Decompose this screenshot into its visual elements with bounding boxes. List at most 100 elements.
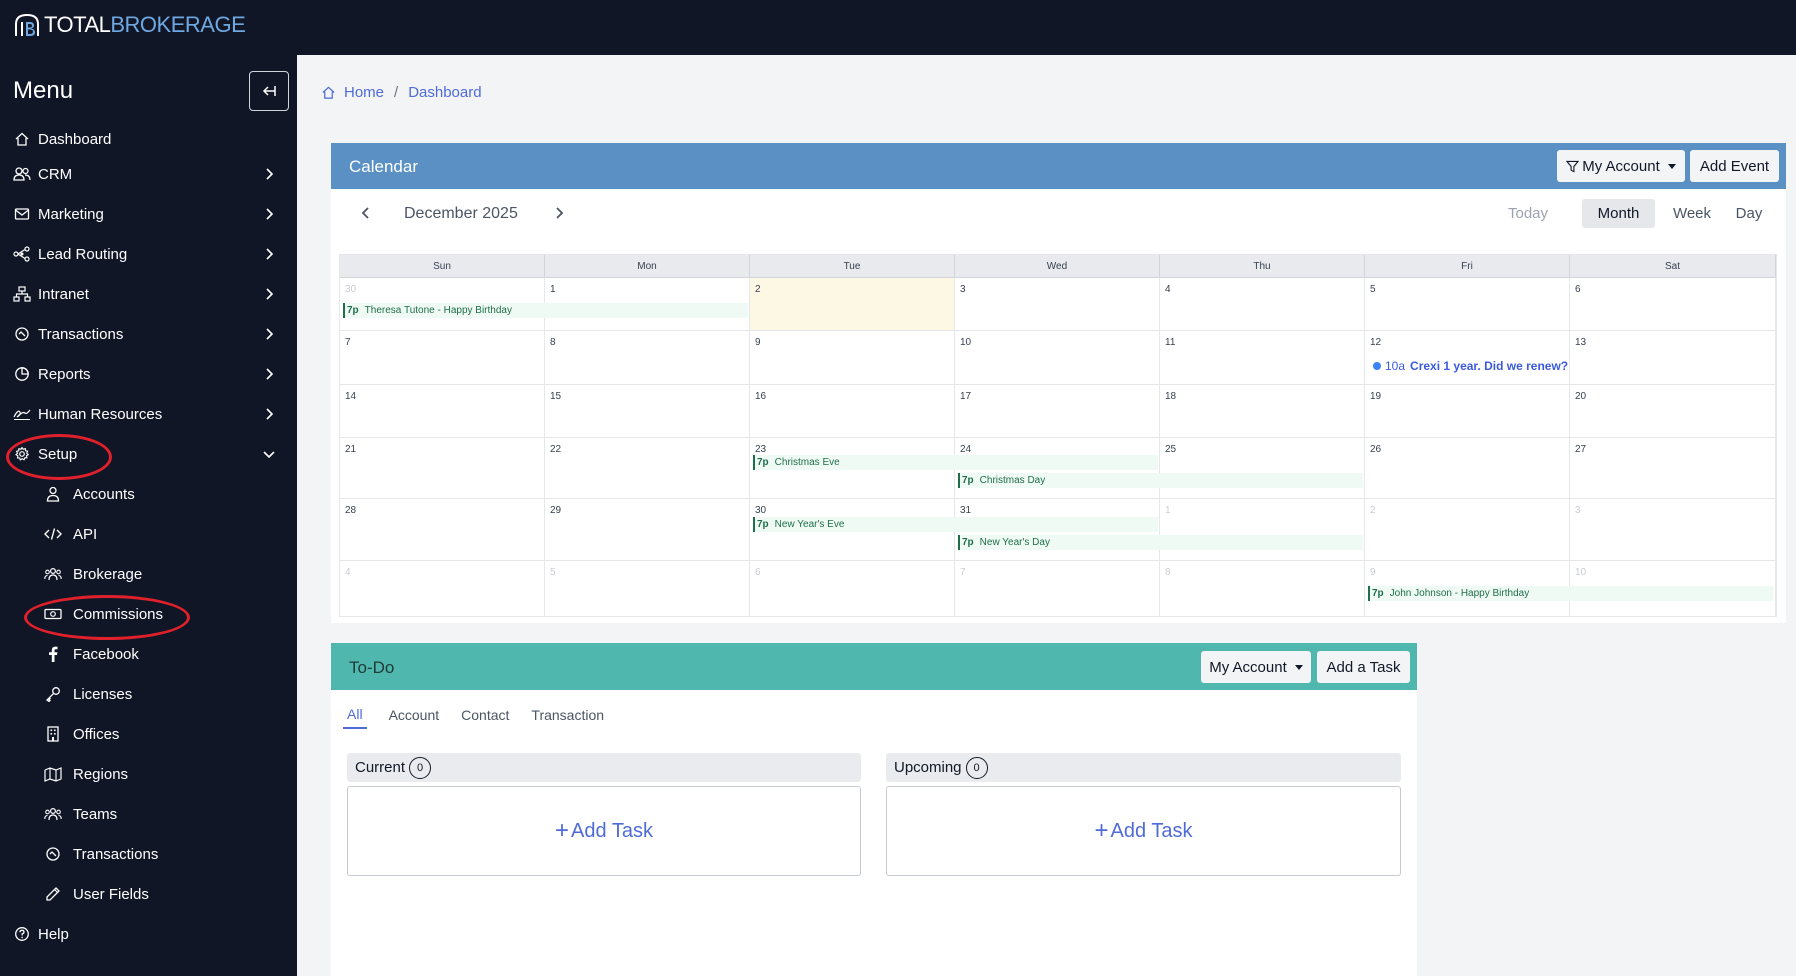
sidebar-item-help[interactable]: Help [0,914,297,954]
chevron-right-icon [266,328,274,340]
sidebar-subitem-brokerage[interactable]: Brokerage [0,554,297,594]
calendar-day-cell[interactable]: 12 [1365,331,1570,385]
calendar-day-cell[interactable]: 29 [545,499,750,561]
calendar-event[interactable]: 7p Christmas Day [958,473,1363,488]
sidebar-subitem-user-fields[interactable]: User Fields [0,874,297,914]
calendar-day-cell[interactable]: 19 [1365,385,1570,438]
calendar-day-cell[interactable]: 11 [1160,331,1365,385]
upcoming-add-task-button[interactable]: + Add Task [886,786,1401,876]
sidebar-subitem-label: API [73,525,98,543]
weekday-header: Sun [340,255,545,278]
sidebar-item-intranet[interactable]: Intranet [0,274,297,314]
calendar-day-cell[interactable]: 1 [1160,499,1365,561]
breadcrumb-home-link[interactable]: Home [344,84,385,101]
view-day-button[interactable]: Day [1735,205,1763,222]
calendar-day-cell[interactable]: 6 [1570,278,1776,331]
sidebar-subitem-label: Teams [73,805,118,823]
sidebar-item-setup[interactable]: Setup [0,434,297,474]
day-number: 9 [1370,567,1376,578]
calendar-day-cell[interactable]: 6 [750,561,955,617]
users-icon [13,165,31,183]
calendar-day-cell[interactable]: 18 [1160,385,1365,438]
view-month-button[interactable]: Month [1582,199,1655,228]
sidebar-item-crm[interactable]: CRM [0,154,297,194]
calendar-day-cell[interactable]: 24 [955,438,1160,499]
calendar-day-cell[interactable]: 2 [1365,499,1570,561]
view-today-button[interactable]: Today [1507,205,1549,222]
sidebar-subitem-facebook[interactable]: Facebook [0,634,297,674]
collapse-sidebar-button[interactable] [249,71,289,111]
calendar-day-cell[interactable]: 25 [1160,438,1365,499]
sidebar-subitem-transactions[interactable]: Transactions [0,834,297,874]
calendar-event[interactable]: 10a Crexi 1 year. Did we renew? [1373,359,1568,373]
view-week-button[interactable]: Week [1672,205,1712,222]
calendar-event[interactable]: 7p New Year's Day [958,535,1363,550]
calendar-day-cell[interactable]: 3 [1570,499,1776,561]
todo-account-filter-button[interactable]: My Account [1201,651,1311,683]
calendar-day-cell[interactable]: 27 [1570,438,1776,499]
sidebar-subitem-offices[interactable]: Offices [0,714,297,754]
sidebar-item-human-resources[interactable]: Human Resources [0,394,297,434]
calendar-day-cell[interactable]: 5 [545,561,750,617]
sidebar-item-reports[interactable]: Reports [0,354,297,394]
calendar-day-cell[interactable]: 16 [750,385,955,438]
calendar-day-cell[interactable]: 4 [340,561,545,617]
sidebar-subitem-teams[interactable]: Teams [0,794,297,834]
sidebar-item-lead-routing[interactable]: Lead Routing [0,234,297,274]
calendar-day-cell[interactable]: 10 [1570,561,1776,617]
calendar-day-cell[interactable]: 7 [340,331,545,385]
sidebar-item-transactions[interactable]: Transactions [0,314,297,354]
key-icon [44,685,62,703]
calendar-day-cell[interactable]: 28 [340,499,545,561]
day-number: 8 [1165,567,1171,578]
calendar-day-cell[interactable]: 20 [1570,385,1776,438]
calendar-day-cell[interactable]: 4 [1160,278,1365,331]
sidebar-item-marketing[interactable]: Marketing [0,194,297,234]
calendar-day-cell[interactable]: 9 [750,331,955,385]
tab-contact[interactable]: Contact [461,707,510,723]
calendar-day-cell[interactable]: 3 [955,278,1160,331]
current-tasks-label: Current [355,759,406,776]
day-number: 4 [1165,284,1171,295]
sidebar-subitem-commissions[interactable]: Commissions [0,594,297,634]
calendar-day-cell[interactable]: 1 [545,278,750,331]
sidebar-subitem-regions[interactable]: Regions [0,754,297,794]
sidebar-item-dashboard[interactable]: Dashboard [0,119,297,159]
day-number: 28 [345,505,357,516]
calendar-day-cell[interactable]: 17 [955,385,1160,438]
tab-account[interactable]: Account [388,707,440,723]
calendar-event[interactable]: 7p John Johnson - Happy Birthday [1368,586,1773,601]
tab-all[interactable]: All [343,701,367,729]
calendar-day-cell[interactable]: 5 [1365,278,1570,331]
add-task-button[interactable]: Add a Task [1317,651,1410,683]
add-event-button[interactable]: Add Event [1690,150,1779,182]
calendar-day-cell[interactable]: 8 [545,331,750,385]
calendar-day-cell[interactable]: 8 [1160,561,1365,617]
calendar-day-cell[interactable]: 21 [340,438,545,499]
sidebar-subitem-licenses[interactable]: Licenses [0,674,297,714]
sidebar-subitem-api[interactable]: API [0,514,297,554]
calendar-day-cell[interactable]: 15 [545,385,750,438]
brand-logo[interactable]: TOTALBROKERAGE [12,12,246,38]
sidebar-subitem-label: User Fields [73,885,149,903]
calendar-day-cell[interactable]: 26 [1365,438,1570,499]
current-add-task-button[interactable]: + Add Task [347,786,861,876]
calendar-day-cell[interactable]: 10 [955,331,1160,385]
calendar-day-cell[interactable]: 2 [750,278,955,331]
caret-down-icon [1294,664,1303,670]
previous-month-button[interactable] [356,203,376,223]
tab-transaction[interactable]: Transaction [531,707,605,723]
calendar-day-cell[interactable]: 31 [955,499,1160,561]
breadcrumb-current[interactable]: Dashboard [408,84,482,101]
calendar-day-cell[interactable]: 7 [955,561,1160,617]
calendar-day-cell[interactable]: 14 [340,385,545,438]
event-time: 7p [757,519,769,530]
calendar-day-cell[interactable]: 22 [545,438,750,499]
calendar-account-filter-button[interactable]: My Account [1557,150,1685,182]
calendar-event[interactable]: 7p Christmas Eve [753,455,1158,470]
next-month-button[interactable] [549,203,569,223]
calendar-event[interactable]: 7p New Year's Eve [753,517,1158,532]
sidebar-subitem-accounts[interactable]: Accounts [0,474,297,514]
calendar-day-cell[interactable]: 13 [1570,331,1776,385]
calendar-event[interactable]: 7p Theresa Tutone - Happy Birthday [343,303,748,318]
